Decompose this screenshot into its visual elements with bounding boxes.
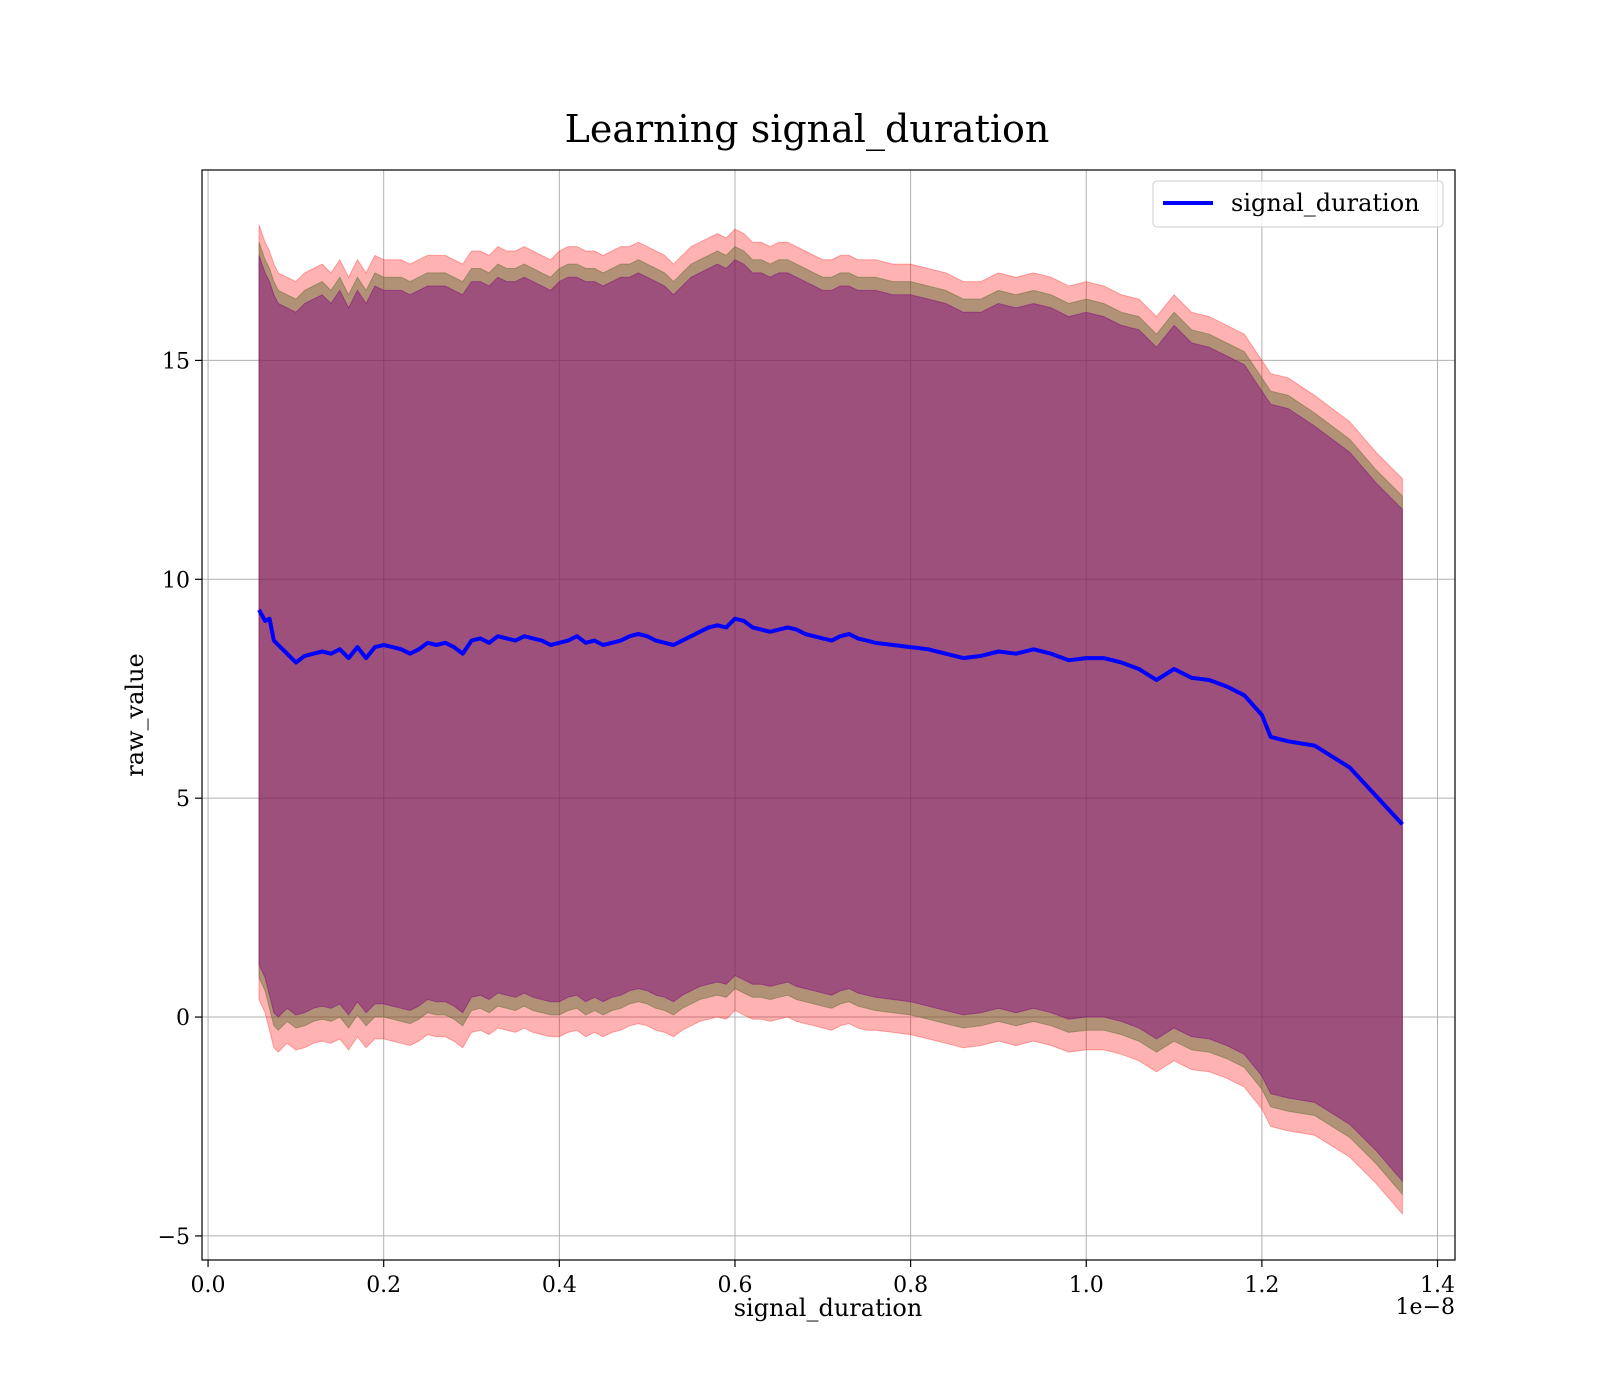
y-tick-label: 15	[162, 349, 190, 374]
x-tick-label: 1.2	[1244, 1273, 1279, 1298]
x-offset-label: 1e−8	[1396, 1295, 1455, 1320]
legend-label: signal_duration	[1231, 189, 1420, 217]
confidence-band-0	[258, 224, 1403, 1216]
y-tick-label: 5	[176, 787, 190, 812]
y-axis-label: raw_value	[121, 653, 149, 777]
series-lines	[257, 608, 1404, 826]
ticks: 0.0 0.2 0.4 0.6 0.8 1.0 1.2 1.4 −5 0 5 10 15	[158, 349, 1455, 1298]
x-tick-label: 0.2	[366, 1273, 401, 1298]
x-tick-label: 0.8	[893, 1273, 928, 1298]
y-tick-label: 0	[176, 1006, 190, 1031]
x-tick-label: 1.4	[1420, 1273, 1455, 1298]
legend-box	[1152, 180, 1444, 228]
x-tick-label: 0.4	[542, 1273, 577, 1298]
series-line-0	[257, 608, 1404, 826]
x-tick-label: 1.0	[1069, 1273, 1104, 1298]
bands	[258, 224, 1403, 1216]
x-axis-label: signal_duration	[734, 1294, 923, 1322]
x-tick-label: 0.0	[191, 1273, 226, 1298]
legend: signal_duration	[1152, 180, 1444, 228]
confidence-band-1	[258, 242, 1403, 1196]
grid	[202, 170, 1455, 1260]
y-tick-label: −5	[158, 1225, 190, 1250]
confidence-band-2	[258, 255, 1403, 1183]
y-tick-label: 10	[162, 568, 190, 593]
plot-frame	[201, 169, 1456, 1261]
chart-title: Learning signal_duration	[565, 107, 1050, 152]
x-tick-label: 0.6	[717, 1273, 752, 1298]
